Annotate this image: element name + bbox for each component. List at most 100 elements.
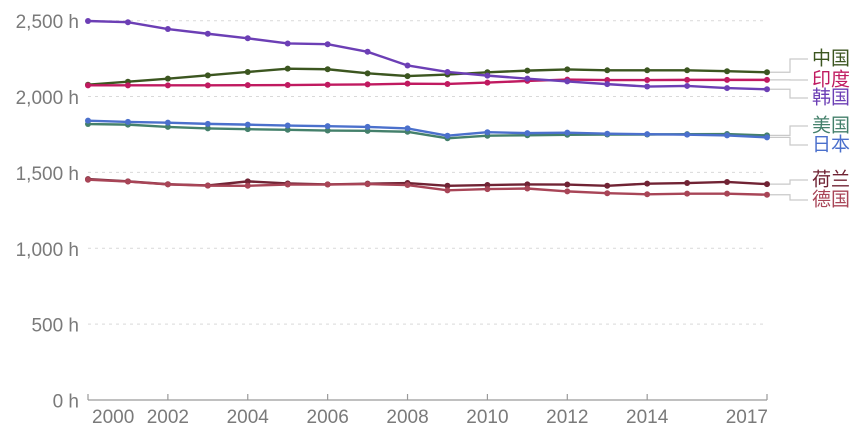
data-point-usa-2004[interactable] — [244, 126, 251, 133]
data-point-japan-2016[interactable] — [724, 132, 731, 139]
data-point-india-2000[interactable] — [85, 82, 91, 89]
series-line-korea[interactable] — [86, 19, 769, 91]
series-label-japan[interactable]: 日本 — [812, 134, 850, 156]
series-label-netherlands[interactable]: 荷兰 — [812, 169, 850, 191]
series-usa[interactable]: 美国 — [85, 115, 850, 142]
data-point-germany-2003[interactable] — [204, 182, 211, 189]
data-point-india-2015[interactable] — [684, 76, 691, 83]
data-point-netherlands-2014[interactable] — [644, 180, 651, 187]
data-point-japan-2004[interactable] — [244, 121, 251, 128]
series-label-usa[interactable]: 美国 — [812, 115, 850, 137]
data-point-germany-2007[interactable] — [364, 181, 371, 188]
series-label-korea[interactable]: 韩国 — [812, 87, 850, 109]
series-line-germany[interactable] — [86, 178, 769, 196]
data-point-japan-2006[interactable] — [324, 123, 331, 130]
data-point-india-2007[interactable] — [364, 81, 371, 88]
series-line-japan[interactable] — [86, 119, 769, 139]
data-point-japan-2005[interactable] — [284, 122, 291, 129]
data-point-korea-2009[interactable] — [444, 68, 451, 75]
data-point-germany-2008[interactable] — [404, 182, 411, 189]
data-point-india-2002[interactable] — [164, 82, 171, 89]
data-point-usa-2006[interactable] — [324, 127, 331, 134]
series-label-india[interactable]: 印度 — [812, 69, 850, 91]
data-point-india-2009[interactable] — [444, 80, 451, 87]
data-point-korea-2015[interactable] — [684, 82, 691, 89]
data-point-netherlands-2016[interactable] — [724, 178, 731, 185]
data-point-india-2005[interactable] — [284, 82, 291, 89]
data-point-india-2003[interactable] — [204, 82, 211, 89]
data-point-china-2017[interactable] — [764, 69, 770, 76]
data-point-germany-2006[interactable] — [324, 181, 331, 188]
data-point-japan-2012[interactable] — [564, 129, 571, 136]
data-point-korea-2010[interactable] — [484, 72, 491, 79]
data-point-germany-2004[interactable] — [244, 182, 251, 189]
data-point-netherlands-2009[interactable] — [444, 182, 451, 189]
series-netherlands[interactable]: 荷兰 — [85, 169, 850, 191]
data-point-japan-2008[interactable] — [404, 125, 411, 132]
data-point-korea-2011[interactable] — [524, 75, 531, 82]
data-point-india-2010[interactable] — [484, 79, 491, 86]
data-point-japan-2001[interactable] — [124, 118, 131, 125]
data-point-korea-2008[interactable] — [404, 62, 411, 69]
series-label-germany[interactable]: 德国 — [812, 189, 850, 211]
series-germany[interactable]: 德国 — [85, 176, 850, 211]
data-point-korea-2017[interactable] — [764, 86, 770, 93]
data-point-usa-2002[interactable] — [164, 123, 171, 130]
data-point-korea-2004[interactable] — [244, 35, 251, 42]
data-point-china-2004[interactable] — [244, 68, 251, 75]
data-point-germany-2015[interactable] — [684, 190, 691, 197]
data-point-japan-2013[interactable] — [604, 130, 611, 137]
data-point-germany-2011[interactable] — [524, 185, 531, 192]
data-point-germany-2013[interactable] — [604, 190, 611, 197]
data-point-japan-2011[interactable] — [524, 130, 531, 137]
data-point-india-2014[interactable] — [644, 77, 651, 84]
data-point-india-2001[interactable] — [124, 82, 131, 89]
data-point-korea-2001[interactable] — [124, 19, 131, 26]
data-point-korea-2016[interactable] — [724, 85, 731, 92]
data-point-japan-2009[interactable] — [444, 132, 451, 139]
data-point-china-2014[interactable] — [644, 67, 651, 74]
data-point-india-2016[interactable] — [724, 76, 731, 83]
data-point-china-2002[interactable] — [164, 75, 171, 82]
data-point-china-2012[interactable] — [564, 66, 571, 73]
data-point-china-2007[interactable] — [364, 70, 371, 77]
data-point-japan-2000[interactable] — [85, 117, 91, 124]
data-point-netherlands-2015[interactable] — [684, 180, 691, 187]
data-point-japan-2014[interactable] — [644, 131, 651, 138]
data-point-germany-2000[interactable] — [85, 176, 91, 183]
data-point-china-2013[interactable] — [604, 67, 611, 74]
data-point-germany-2012[interactable] — [564, 188, 571, 195]
data-point-korea-2003[interactable] — [204, 30, 211, 37]
data-point-netherlands-2017[interactable] — [764, 181, 770, 188]
data-point-korea-2013[interactable] — [604, 81, 611, 88]
data-point-korea-2006[interactable] — [324, 41, 331, 48]
data-point-germany-2002[interactable] — [164, 181, 171, 188]
data-point-china-2015[interactable] — [684, 67, 691, 74]
data-point-germany-2016[interactable] — [724, 190, 731, 197]
data-point-korea-2002[interactable] — [164, 26, 171, 33]
data-point-india-2004[interactable] — [244, 82, 251, 89]
data-point-japan-2007[interactable] — [364, 123, 371, 130]
series-japan[interactable]: 日本 — [85, 117, 850, 156]
series-china[interactable]: 中国 — [85, 48, 850, 88]
series-label-china[interactable]: 中国 — [812, 48, 850, 70]
data-point-japan-2002[interactable] — [164, 119, 171, 126]
data-point-china-2008[interactable] — [404, 73, 411, 80]
data-point-netherlands-2013[interactable] — [604, 182, 611, 189]
series-korea[interactable]: 韩国 — [85, 18, 850, 109]
data-point-usa-2003[interactable] — [204, 125, 211, 132]
data-point-germany-2001[interactable] — [124, 178, 131, 185]
data-point-china-2016[interactable] — [724, 68, 731, 75]
data-point-india-2017[interactable] — [764, 76, 770, 83]
data-point-india-2006[interactable] — [324, 81, 331, 88]
data-point-germany-2014[interactable] — [644, 191, 651, 198]
data-point-china-2011[interactable] — [524, 67, 531, 74]
data-point-china-2003[interactable] — [204, 72, 211, 79]
data-point-india-2008[interactable] — [404, 80, 411, 87]
data-point-korea-2005[interactable] — [284, 40, 291, 47]
data-point-germany-2010[interactable] — [484, 186, 491, 193]
data-point-germany-2009[interactable] — [444, 187, 451, 194]
series-line-china[interactable] — [86, 67, 769, 86]
data-point-japan-2003[interactable] — [204, 120, 211, 127]
data-point-korea-2012[interactable] — [564, 78, 571, 85]
